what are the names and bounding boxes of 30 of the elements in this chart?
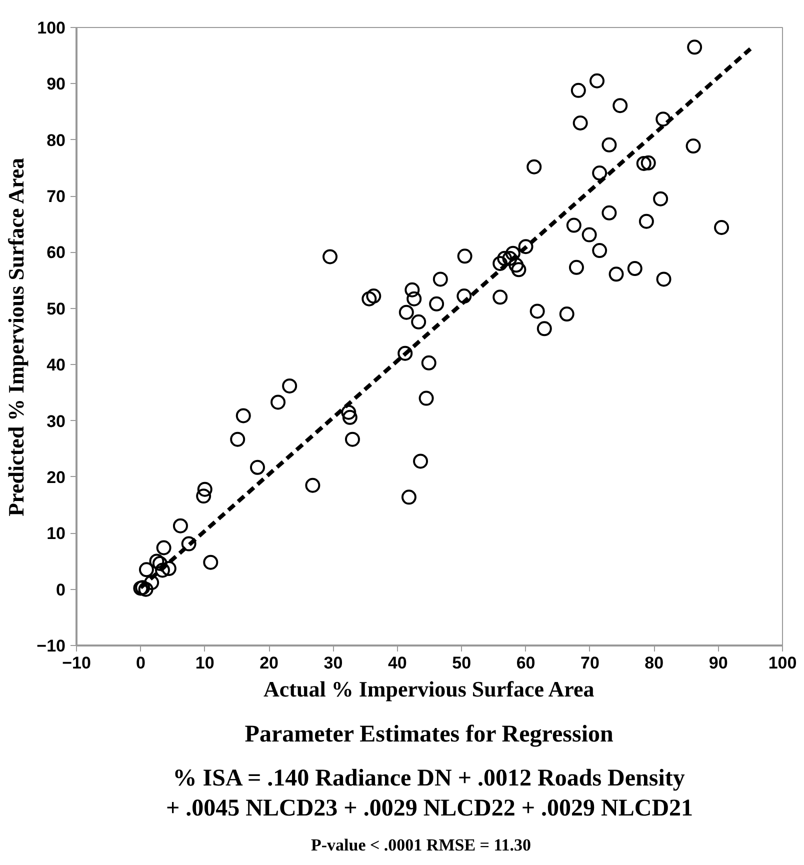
x-tick-label: 10 [195,654,214,672]
y-tick-label: 50 [46,299,66,318]
x-tick-label: 30 [324,654,343,672]
x-tick-label: 20 [260,654,279,672]
text: Parameter Estimates for Regression [244,722,614,748]
x-tick-label: 100 [768,654,797,672]
x-tick-label: 70 [580,654,600,672]
x-tick-label: 80 [644,654,664,672]
x-tick-label: 40 [388,654,407,672]
y-tick-label: 10 [46,524,66,544]
y-tick-label: 100 [37,18,66,38]
x-tick-label: 90 [708,654,728,672]
y-tick-label: 40 [46,356,66,375]
y-tick-label: −10 [36,636,66,656]
x-tick-label: −10 [62,654,91,672]
y-tick-label: 60 [46,243,66,262]
x-tick-label: 50 [452,654,472,672]
text: % ISA = .140 Radiance DN + .0012 Roads Density [172,766,685,792]
y-axis-title: Predicted % Impervious Surface Area [4,158,29,516]
x-tick-label: 60 [516,654,536,672]
x-tick-label: 0 [136,654,146,672]
y-tick-label: 30 [46,412,66,431]
text: + .0045 NLCD23 + .0029 NLCD22 + .0029 NLCD21 [166,796,694,822]
y-tick-label: 0 [56,580,66,600]
y-tick-label: 20 [46,468,66,487]
x-axis-title: Actual % Impervious Surface Area [264,676,594,702]
y-tick-label: 70 [46,187,66,206]
y-tick-label: 80 [46,130,66,150]
text: P-value < .0001 RMSE = 11.30 [310,836,532,854]
y-tick-label: 90 [46,74,66,94]
